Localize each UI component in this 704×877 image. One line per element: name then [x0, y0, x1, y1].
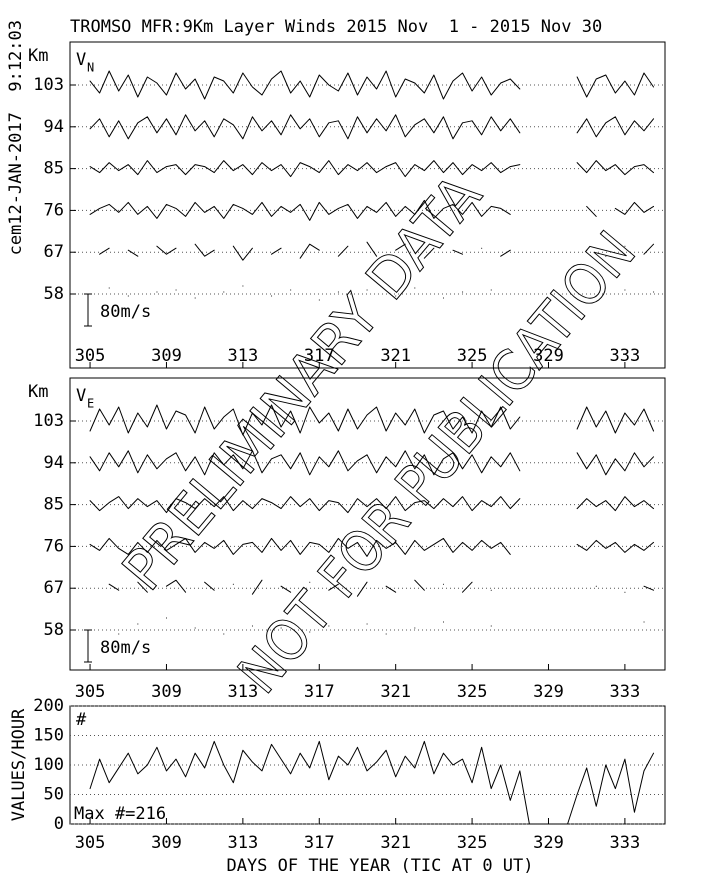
- y-tick-label: 50: [44, 785, 64, 805]
- wind-trace: [118, 617, 645, 635]
- wind-trace: [108, 579, 655, 597]
- x-tick-label: 333: [610, 833, 641, 853]
- x-tick-label: 305: [75, 346, 106, 366]
- count-marker: #: [76, 710, 87, 730]
- x-tick-label: 305: [75, 833, 106, 853]
- x-tick-label: 333: [610, 682, 641, 702]
- y-axis-title: Km: [28, 382, 48, 402]
- wind-trace: [99, 241, 655, 261]
- panel-frame: [69, 377, 666, 671]
- x-tick-label: 325: [457, 833, 488, 853]
- x-tick-label: 321: [380, 346, 411, 366]
- x-tick-label: 309: [151, 682, 182, 702]
- panel-label-subscript: N: [87, 61, 94, 75]
- y-tick-label: 67: [44, 242, 64, 262]
- panel-label-subscript: E: [87, 397, 94, 411]
- wind-trace: [89, 160, 655, 178]
- count-trace: [89, 740, 655, 825]
- wind-trace: [89, 114, 655, 140]
- panel-label: V: [76, 386, 86, 406]
- y-axis-title: Km: [28, 46, 48, 66]
- x-tick-label: 313: [228, 833, 259, 853]
- watermark: PRELIMINARY DATA: [110, 163, 494, 603]
- x-tick-label: 317: [304, 346, 335, 366]
- x-tick-label: 329: [533, 682, 564, 702]
- y-tick-label: 103: [33, 411, 64, 431]
- x-tick-label: 313: [228, 682, 259, 702]
- wind-trace: [108, 285, 655, 301]
- wind-trace: [89, 70, 655, 100]
- y-tick-label: 85: [44, 495, 64, 515]
- y-tick-label: 94: [44, 117, 64, 137]
- y-tick-label: 76: [44, 200, 64, 220]
- scale-bar-label: 80m/s: [100, 302, 151, 322]
- x-tick-label: 313: [228, 346, 259, 366]
- x-tick-label: 329: [533, 833, 564, 853]
- x-tick-label: 321: [380, 682, 411, 702]
- x-tick-label: 309: [151, 833, 182, 853]
- chart-title: TROMSO MFR:9Km Layer Winds 2015 Nov 1 - …: [70, 17, 602, 37]
- x-tick-label: 309: [151, 346, 182, 366]
- y-tick-label: 103: [33, 75, 64, 95]
- y-axis-title: VALUES/HOUR: [9, 708, 29, 821]
- y-tick-label: 150: [33, 726, 64, 746]
- wind-trace: [89, 450, 655, 476]
- x-tick-label: 305: [75, 682, 106, 702]
- x-axis-title: DAYS OF THE YEAR (TIC AT 0 UT): [226, 856, 533, 876]
- scale-bar: [84, 293, 92, 327]
- y-tick-label: 67: [44, 578, 64, 598]
- y-tick-label: 0: [54, 814, 64, 834]
- x-tick-label: 325: [457, 346, 488, 366]
- y-tick-label: 58: [44, 620, 64, 640]
- wind-trace: [89, 496, 655, 514]
- y-tick-label: 76: [44, 536, 64, 556]
- wind-trace: [89, 404, 655, 436]
- scale-bar: [84, 629, 92, 663]
- panel-label: V: [76, 50, 86, 70]
- x-tick-label: 317: [304, 682, 335, 702]
- scale-bar-label: 80m/s: [100, 638, 151, 658]
- panel-frame: [69, 41, 666, 369]
- max-label: Max #=216: [74, 804, 166, 824]
- y-tick-label: 85: [44, 159, 64, 179]
- y-tick-label: 100: [33, 755, 64, 775]
- x-tick-label: 329: [533, 346, 564, 366]
- y-tick-label: 58: [44, 284, 64, 304]
- wind-trace: [89, 537, 655, 557]
- watermark: NOT FOR PUBLICATION: [226, 220, 649, 706]
- x-tick-label: 317: [304, 833, 335, 853]
- y-tick-label: 200: [33, 696, 64, 716]
- wind-trace: [89, 199, 655, 221]
- x-tick-label: 333: [610, 346, 641, 366]
- x-tick-label: 325: [457, 682, 488, 702]
- timestamp: cem12-JAN-2017 9:12:03: [6, 20, 26, 255]
- y-tick-label: 94: [44, 453, 64, 473]
- x-tick-label: 321: [380, 833, 411, 853]
